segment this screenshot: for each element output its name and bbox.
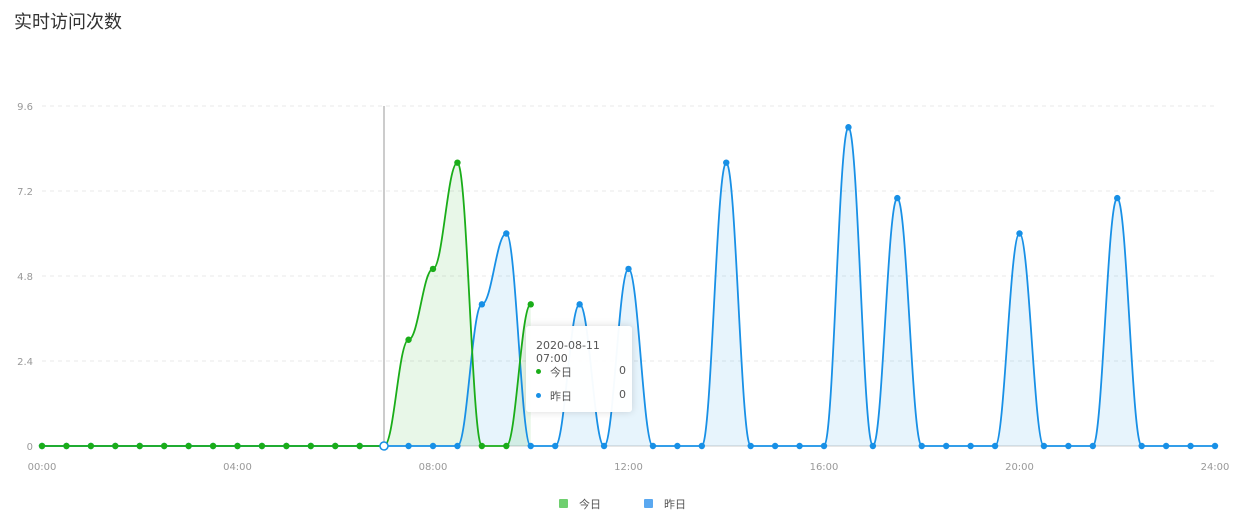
data-point-yesterday bbox=[1187, 442, 1194, 450]
data-point-yesterday bbox=[478, 301, 486, 308]
data-point-yesterday bbox=[942, 442, 950, 450]
data-point-yesterday bbox=[918, 442, 925, 450]
data-point-yesterday bbox=[454, 442, 461, 450]
chart-tooltip: 2020-08-11 07:00 今日 0 昨日 0 bbox=[526, 326, 632, 412]
tooltip-name-yesterday: 昨日 bbox=[550, 390, 572, 403]
data-point-today bbox=[38, 442, 46, 450]
data-point-today bbox=[429, 265, 437, 273]
data-point-today bbox=[405, 336, 412, 343]
data-point-today bbox=[356, 442, 363, 450]
data-point-yesterday bbox=[527, 442, 534, 450]
data-point-yesterday bbox=[429, 442, 437, 450]
data-point-today bbox=[258, 442, 266, 450]
legend-item-yesterday[interactable]: 昨日 bbox=[644, 496, 704, 512]
data-point-today bbox=[503, 442, 510, 450]
data-point-today bbox=[454, 159, 461, 166]
x-tick-label: 20:00 bbox=[1005, 462, 1034, 473]
data-point-yesterday bbox=[723, 159, 730, 166]
series-area-yesterday bbox=[42, 127, 1215, 446]
data-point-yesterday bbox=[967, 442, 974, 450]
data-point-today bbox=[160, 442, 168, 450]
data-point-yesterday bbox=[551, 442, 559, 450]
data-point-yesterday bbox=[1040, 442, 1048, 450]
data-point-today bbox=[185, 442, 192, 450]
tooltip-row-today: 今日 0 bbox=[536, 364, 626, 380]
data-point-today bbox=[478, 442, 486, 450]
legend-label-today: 今日 bbox=[579, 498, 601, 511]
tooltip-dot-today bbox=[536, 369, 541, 374]
data-point-yesterday bbox=[600, 442, 608, 450]
data-point-yesterday bbox=[991, 442, 999, 450]
legend-label-yesterday: 昨日 bbox=[664, 498, 686, 511]
data-point-yesterday bbox=[845, 124, 852, 131]
data-point-today bbox=[332, 442, 339, 450]
data-point-yesterday bbox=[894, 194, 901, 202]
data-point-yesterday bbox=[503, 230, 510, 237]
series-areas bbox=[42, 127, 1215, 446]
chart-title: 实时访问次数 bbox=[14, 12, 122, 33]
data-point-yesterday bbox=[576, 301, 583, 308]
data-point-today bbox=[63, 442, 70, 450]
tooltip-time: 2020-08-11 07:00 bbox=[536, 339, 600, 365]
data-point-yesterday bbox=[1162, 442, 1170, 450]
data-point-today bbox=[527, 301, 534, 308]
data-point-yesterday bbox=[1065, 442, 1072, 450]
axes: 0 2.4 4.8 7.2 9.6 00:00 04:00 08:00 12:00 16:00 20… bbox=[17, 102, 1229, 473]
data-point-yesterday bbox=[698, 442, 706, 450]
data-point-yesterday bbox=[649, 442, 657, 450]
data-point-yesterday bbox=[1016, 230, 1023, 237]
data-point-yesterday bbox=[820, 442, 828, 450]
data-point-today bbox=[209, 442, 217, 450]
legend-swatch-yesterday bbox=[644, 499, 653, 508]
series-lines bbox=[41, 126, 1215, 447]
series-area-today bbox=[42, 162, 531, 446]
x-tick-label: 00:00 bbox=[28, 462, 57, 473]
data-point-yesterday bbox=[674, 442, 681, 450]
data-point-yesterday bbox=[771, 442, 779, 450]
series-line-today bbox=[41, 161, 532, 447]
y-tick-label: 4.8 bbox=[17, 272, 33, 283]
x-tick-label: 12:00 bbox=[614, 462, 643, 473]
legend-item-today[interactable]: 今日 bbox=[559, 496, 619, 512]
x-tick-label: 24:00 bbox=[1201, 462, 1230, 473]
data-point-today bbox=[112, 442, 119, 450]
data-point-today bbox=[234, 442, 241, 450]
y-tick-label: 2.4 bbox=[17, 357, 33, 368]
x-tick-label: 16:00 bbox=[810, 462, 839, 473]
data-point-yesterday bbox=[625, 265, 632, 273]
data-point-yesterday bbox=[1089, 442, 1097, 450]
tooltip-row-yesterday: 昨日 0 bbox=[536, 388, 626, 404]
data-point-today bbox=[87, 442, 95, 450]
tooltip-value-yesterday: 0 bbox=[619, 388, 626, 401]
tooltip-value-today: 0 bbox=[619, 364, 626, 377]
tooltip-name-today: 今日 bbox=[550, 366, 572, 379]
tooltip-dot-yesterday bbox=[536, 393, 541, 398]
legend-swatch-today bbox=[559, 499, 568, 508]
data-point-yesterday bbox=[1138, 442, 1145, 450]
data-point-yesterday bbox=[869, 442, 877, 450]
hover-point-marker bbox=[379, 441, 389, 451]
data-point-today bbox=[307, 442, 315, 450]
y-tick-label: 9.6 bbox=[17, 102, 33, 113]
data-point-yesterday bbox=[1114, 194, 1121, 202]
data-point-yesterday bbox=[796, 442, 803, 450]
data-point-yesterday bbox=[747, 442, 754, 450]
x-tick-label: 08:00 bbox=[419, 462, 448, 473]
data-point-yesterday bbox=[405, 442, 412, 450]
data-point-today bbox=[283, 442, 290, 450]
data-point-today bbox=[136, 442, 143, 450]
x-tick-label: 04:00 bbox=[223, 462, 252, 473]
data-point-yesterday bbox=[1211, 442, 1219, 450]
y-tick-label: 0 bbox=[27, 442, 33, 453]
y-tick-label: 7.2 bbox=[17, 187, 33, 198]
